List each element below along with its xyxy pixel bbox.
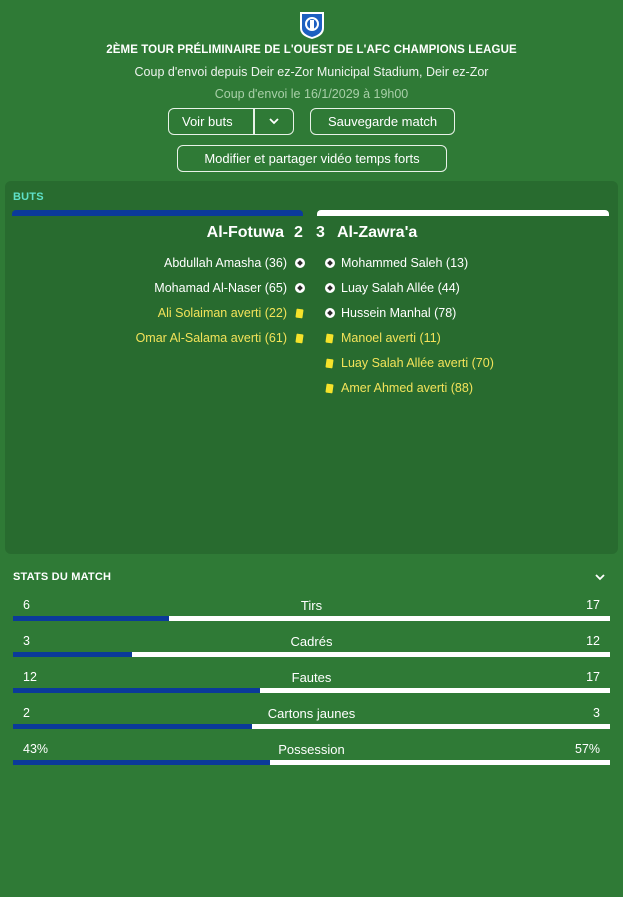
football-icon — [324, 283, 335, 294]
away-score: 3 — [316, 224, 325, 241]
stat-row-shots: 6 Tirs 17 — [13, 598, 610, 628]
yellow-card-icon — [294, 333, 305, 344]
stat-bar-track — [13, 688, 610, 693]
stat-home-value: 12 — [23, 670, 37, 684]
home-team-name[interactable]: Al-Fotuwa — [206, 224, 284, 241]
stat-home-value: 3 — [23, 634, 30, 648]
stat-row-yellow-cards: 2 Cartons jaunes 3 — [13, 706, 610, 736]
event-text: Omar Al-Salama averti (61) — [135, 331, 287, 345]
stat-bar-track — [13, 724, 610, 729]
stat-name: Cartons jaunes — [267, 706, 356, 721]
view-goals-button[interactable]: Voir buts — [168, 108, 294, 135]
stat-row-possession: 43% Possession 57% — [13, 742, 610, 772]
home-score: 2 — [294, 224, 303, 241]
away-booking-event[interactable]: Manoel averti (11) — [324, 331, 441, 345]
yellow-card-icon — [324, 358, 335, 369]
event-text: Manoel averti (11) — [341, 331, 441, 345]
stat-row-fouls: 12 Fautes 17 — [13, 670, 610, 700]
event-text: Mohamad Al-Naser (65) — [154, 281, 287, 295]
home-goal-event[interactable]: Mohamad Al-Naser (65) — [154, 281, 305, 295]
football-icon — [294, 258, 305, 269]
away-booking-event[interactable]: Luay Salah Allée averti (70) — [324, 356, 494, 370]
save-match-button[interactable]: Sauvegarde match — [310, 108, 455, 135]
away-goal-event[interactable]: Hussein Manhal (78) — [324, 306, 456, 320]
home-booking-event[interactable]: Ali Solaiman averti (22) — [158, 306, 305, 320]
home-team-color-bar — [12, 210, 303, 216]
edit-share-video-button[interactable]: Modifier et partager vidéo temps forts — [177, 145, 447, 172]
event-text: Amer Ahmed averti (88) — [341, 381, 473, 395]
football-icon — [324, 308, 335, 319]
stat-bar-track — [13, 760, 610, 765]
stat-home-value: 43% — [23, 742, 49, 756]
home-booking-event[interactable]: Omar Al-Salama averti (61) — [136, 331, 305, 345]
event-text: Luay Salah Allée averti (70) — [341, 356, 494, 370]
stat-away-value: 12 — [586, 634, 600, 648]
goals-section-title: BUTS — [13, 191, 44, 203]
goals-panel — [5, 181, 618, 554]
view-goals-label: Voir buts — [182, 114, 233, 129]
stat-row-on-target: 3 Cadrés 12 — [13, 634, 610, 664]
match-stats-title: STATS DU MATCH — [13, 571, 112, 583]
event-text: Luay Salah Allée (44) — [341, 281, 460, 295]
event-text: Hussein Manhal (78) — [341, 306, 457, 320]
stat-away-value: 57% — [574, 742, 600, 756]
away-team-color-bar — [317, 210, 609, 216]
stat-away-value: 17 — [586, 670, 600, 684]
stat-name: Fautes — [291, 670, 332, 685]
away-team-name[interactable]: Al-Zawra'a — [337, 224, 418, 241]
button-divider — [253, 109, 255, 134]
event-text: Mohammed Saleh (13) — [341, 256, 469, 270]
stat-bar-home-fill — [13, 688, 261, 693]
away-goal-event[interactable]: Luay Salah Allée (44) — [324, 281, 460, 295]
chevron-down-icon[interactable] — [594, 571, 606, 583]
stat-away-value: 17 — [586, 598, 600, 612]
stat-bar-track — [13, 616, 610, 621]
yellow-card-icon — [324, 383, 335, 394]
football-icon — [324, 258, 335, 269]
home-goal-event[interactable]: Abdullah Amasha (36) — [164, 256, 305, 270]
stat-bar-home-fill — [13, 616, 169, 621]
stat-name: Cadrés — [290, 634, 333, 649]
stat-bar-home-fill — [13, 652, 133, 657]
away-booking-event[interactable]: Amer Ahmed averti (88) — [324, 381, 473, 395]
chevron-down-icon — [268, 118, 279, 125]
yellow-card-icon — [294, 308, 305, 319]
view-goals-dropdown[interactable] — [255, 118, 293, 125]
event-text: Ali Solaiman averti (22) — [157, 306, 287, 320]
stat-name: Tirs — [300, 598, 323, 613]
stat-home-value: 6 — [23, 598, 30, 612]
venue-line: Coup d'envoi depuis Deir ez-Zor Municipa… — [134, 65, 489, 79]
competition-title: 2ÈME TOUR PRÉLIMINAIRE DE L'OUEST DE L'A… — [106, 44, 517, 56]
stat-away-value: 3 — [593, 706, 600, 720]
kickoff-line: Coup d'envoi le 16/1/2029 à 19h00 — [214, 87, 409, 101]
afc-champions-league-logo — [300, 12, 324, 39]
stat-bar-home-fill — [13, 724, 252, 729]
stat-bar-home-fill — [13, 760, 270, 765]
away-goal-event[interactable]: Mohammed Saleh (13) — [324, 256, 468, 270]
stat-bar-track — [13, 652, 610, 657]
stat-home-value: 2 — [23, 706, 30, 720]
event-text: Abdullah Amasha (36) — [164, 256, 287, 270]
football-icon — [294, 283, 305, 294]
stat-name: Possession — [278, 742, 345, 757]
yellow-card-icon — [324, 333, 335, 344]
